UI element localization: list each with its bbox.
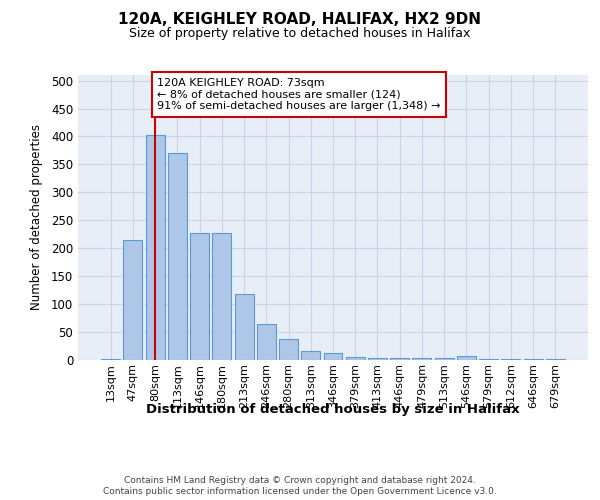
Bar	[212, 232, 231, 360]
Bar	[412, 358, 431, 360]
Text: Distribution of detached houses by size in Halifax: Distribution of detached houses by size …	[146, 402, 520, 415]
Text: Contains HM Land Registry data © Crown copyright and database right 2024.: Contains HM Land Registry data © Crown c…	[124, 476, 476, 485]
Y-axis label: Number of detached properties: Number of detached properties	[29, 124, 43, 310]
Bar	[368, 358, 387, 360]
Bar	[190, 232, 209, 360]
Bar	[124, 240, 142, 360]
Bar	[502, 359, 520, 360]
Bar	[301, 350, 320, 360]
Bar	[279, 339, 298, 360]
Bar	[235, 294, 254, 360]
Bar	[323, 354, 343, 360]
Text: Contains public sector information licensed under the Open Government Licence v3: Contains public sector information licen…	[103, 488, 497, 496]
Bar	[457, 356, 476, 360]
Bar	[257, 324, 276, 360]
Text: 120A, KEIGHLEY ROAD, HALIFAX, HX2 9DN: 120A, KEIGHLEY ROAD, HALIFAX, HX2 9DN	[119, 12, 482, 28]
Text: Size of property relative to detached houses in Halifax: Size of property relative to detached ho…	[130, 28, 470, 40]
Bar	[146, 135, 164, 360]
Bar	[479, 359, 498, 360]
Bar	[390, 358, 409, 360]
Bar	[168, 153, 187, 360]
Bar	[101, 359, 120, 360]
Text: 120A KEIGHLEY ROAD: 73sqm
← 8% of detached houses are smaller (124)
91% of semi-: 120A KEIGHLEY ROAD: 73sqm ← 8% of detach…	[157, 78, 441, 111]
Bar	[435, 358, 454, 360]
Bar	[346, 356, 365, 360]
